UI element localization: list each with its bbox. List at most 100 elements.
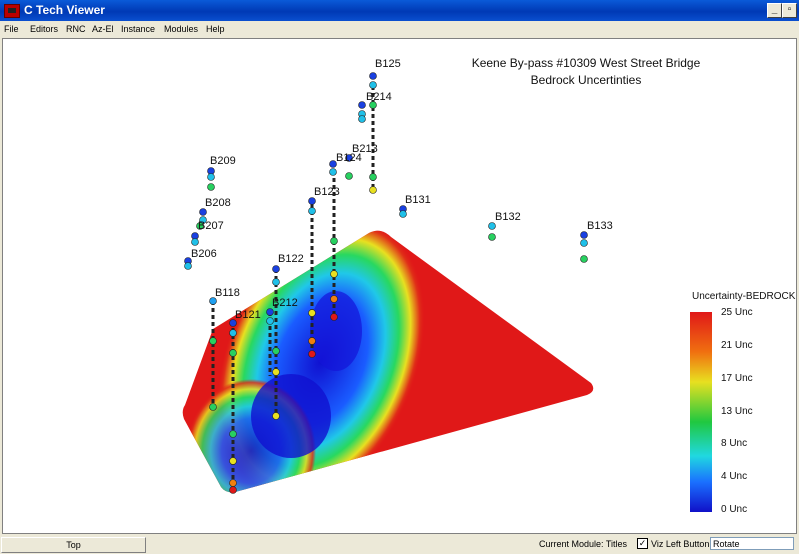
legend-tick-4: 4 Unc bbox=[721, 471, 747, 482]
boring-labels: B125 B214 B213 B124 B209 B123 B131 B132 … bbox=[191, 58, 613, 321]
sample-point bbox=[308, 337, 316, 345]
boring-label-b206: B206 bbox=[191, 248, 217, 260]
boring-label-b212: B212 bbox=[272, 297, 298, 309]
boring-label-b124: B124 bbox=[336, 152, 362, 164]
legend-tick-0: 0 Unc bbox=[721, 504, 747, 515]
boring-label-b118: B118 bbox=[215, 287, 240, 299]
sample-point bbox=[399, 210, 407, 218]
sample-point bbox=[345, 154, 353, 162]
app-icon[interactable] bbox=[4, 4, 20, 18]
viz-left-button-label: Viz Left Button bbox=[651, 539, 710, 549]
legend-tick-25: 25 Unc bbox=[721, 307, 753, 318]
left-button-mode-field[interactable]: Rotate bbox=[710, 537, 794, 550]
sample-point bbox=[199, 216, 207, 224]
menu-help[interactable]: Help bbox=[206, 24, 225, 34]
window-title: C Tech Viewer bbox=[24, 3, 105, 17]
boring-label-b214: B214 bbox=[366, 91, 392, 103]
current-module-label: Current Module: Titles bbox=[539, 539, 628, 549]
sample-point bbox=[345, 172, 353, 180]
sample-point bbox=[369, 173, 377, 181]
minimize-button[interactable]: _ bbox=[767, 3, 782, 18]
sample-point bbox=[229, 430, 237, 438]
menu-bar: File Editors RNC Az-El Instance Modules … bbox=[0, 21, 799, 38]
menu-file[interactable]: File bbox=[4, 24, 19, 34]
sample-point bbox=[330, 295, 338, 303]
sample-point bbox=[369, 186, 377, 194]
plot-title-line-1: Keene By-pass #10309 West Street Bridge bbox=[472, 56, 701, 70]
title-bar[interactable]: C Tech Viewer _ ▫ bbox=[0, 0, 799, 21]
status-bar: Top Current Module: Titles ✓ Viz Left Bu… bbox=[0, 536, 799, 554]
boring-label-b213: B213 bbox=[352, 143, 378, 155]
legend-tick-17: 17 Unc bbox=[721, 373, 753, 384]
plot-title-line-2: Bedrock Uncertinties bbox=[531, 73, 642, 87]
boring-label-b207: B207 bbox=[198, 220, 224, 232]
sample-point bbox=[358, 101, 366, 109]
maximize-button[interactable]: ▫ bbox=[782, 3, 797, 18]
menu-editors[interactable]: Editors bbox=[30, 24, 59, 34]
sample-point bbox=[308, 207, 316, 215]
sample-point bbox=[229, 329, 237, 337]
sample-point bbox=[272, 368, 280, 376]
sample-point bbox=[196, 222, 204, 230]
boring-label-b208: B208 bbox=[205, 197, 231, 209]
sample-point bbox=[229, 457, 237, 465]
sample-point bbox=[330, 270, 338, 278]
legend-title: Uncertainty-BEDROCK bbox=[692, 291, 796, 302]
boring-label-b121: B121 bbox=[235, 309, 261, 321]
legend-tick-13: 13 Unc bbox=[721, 406, 753, 417]
legend-tick-8: 8 Unc bbox=[721, 438, 747, 449]
legend-tick-21: 21 Unc bbox=[721, 340, 753, 351]
sample-point bbox=[330, 313, 338, 321]
boring-label-b131: B131 bbox=[405, 194, 431, 206]
menu-modules[interactable]: Modules bbox=[164, 24, 199, 34]
sample-point bbox=[207, 173, 215, 181]
sample-point bbox=[191, 238, 199, 246]
sample-point bbox=[329, 160, 337, 168]
sample-point bbox=[308, 350, 316, 358]
boring-label-b125: B125 bbox=[375, 58, 401, 70]
sample-point bbox=[209, 297, 217, 305]
boring-label-b209: B209 bbox=[210, 155, 236, 167]
bedrock-surface bbox=[182, 230, 594, 493]
sample-point bbox=[488, 222, 496, 230]
sample-point bbox=[330, 237, 338, 245]
legend: Uncertainty-BEDROCK 25 Unc 21 Unc 17 Unc… bbox=[690, 291, 796, 515]
sample-point bbox=[229, 349, 237, 357]
sample-point bbox=[199, 208, 207, 216]
boring-label-b132: B132 bbox=[495, 211, 521, 223]
sample-point bbox=[272, 347, 280, 355]
sample-point bbox=[266, 308, 274, 316]
3d-viewport[interactable]: B125 B214 B213 B124 B209 B123 B131 B132 … bbox=[2, 38, 797, 534]
sample-point bbox=[184, 262, 192, 270]
sample-point bbox=[488, 233, 496, 241]
scene: B125 B214 B213 B124 B209 B123 B131 B132 … bbox=[182, 56, 796, 515]
boring-label-b122: B122 bbox=[278, 253, 304, 265]
sample-point bbox=[308, 197, 316, 205]
sample-point bbox=[272, 265, 280, 273]
sample-point bbox=[209, 337, 217, 345]
sample-point bbox=[272, 412, 280, 420]
sample-point bbox=[369, 72, 377, 80]
menu-instance[interactable]: Instance bbox=[121, 24, 156, 34]
sample-point bbox=[207, 183, 215, 191]
menu-az-el[interactable]: Az-El bbox=[92, 24, 114, 34]
sample-point bbox=[229, 319, 237, 327]
sample-point bbox=[358, 115, 366, 123]
sample-points bbox=[184, 72, 588, 494]
top-view-button[interactable]: Top bbox=[1, 537, 146, 553]
sample-point bbox=[272, 278, 280, 286]
menu-rnc[interactable]: RNC bbox=[66, 24, 86, 34]
sample-point bbox=[580, 255, 588, 263]
sample-point bbox=[580, 231, 588, 239]
boring-label-b133: B133 bbox=[587, 220, 613, 232]
legend-colorbar bbox=[690, 312, 712, 512]
titles-checkbox[interactable]: ✓ bbox=[637, 538, 648, 549]
sample-point bbox=[308, 309, 316, 317]
boring-label-b123: B123 bbox=[314, 186, 340, 198]
sample-point bbox=[329, 168, 337, 176]
sample-point bbox=[266, 317, 274, 325]
sample-point bbox=[369, 81, 377, 89]
sample-point bbox=[209, 403, 217, 411]
sample-point bbox=[369, 101, 377, 109]
sample-point bbox=[229, 479, 237, 487]
